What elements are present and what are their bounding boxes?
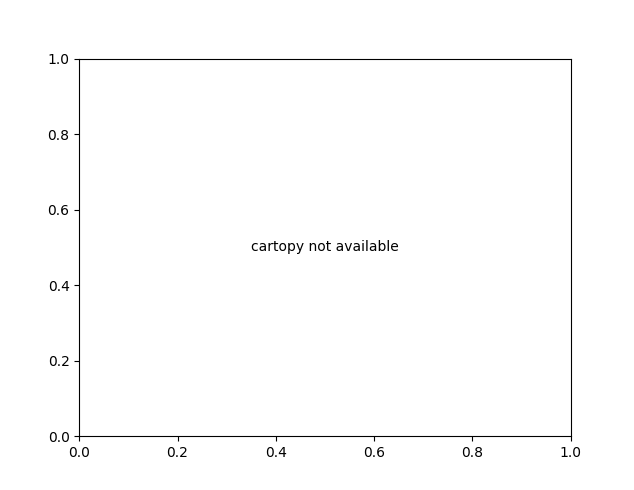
Text: cartopy not available: cartopy not available (251, 241, 399, 254)
